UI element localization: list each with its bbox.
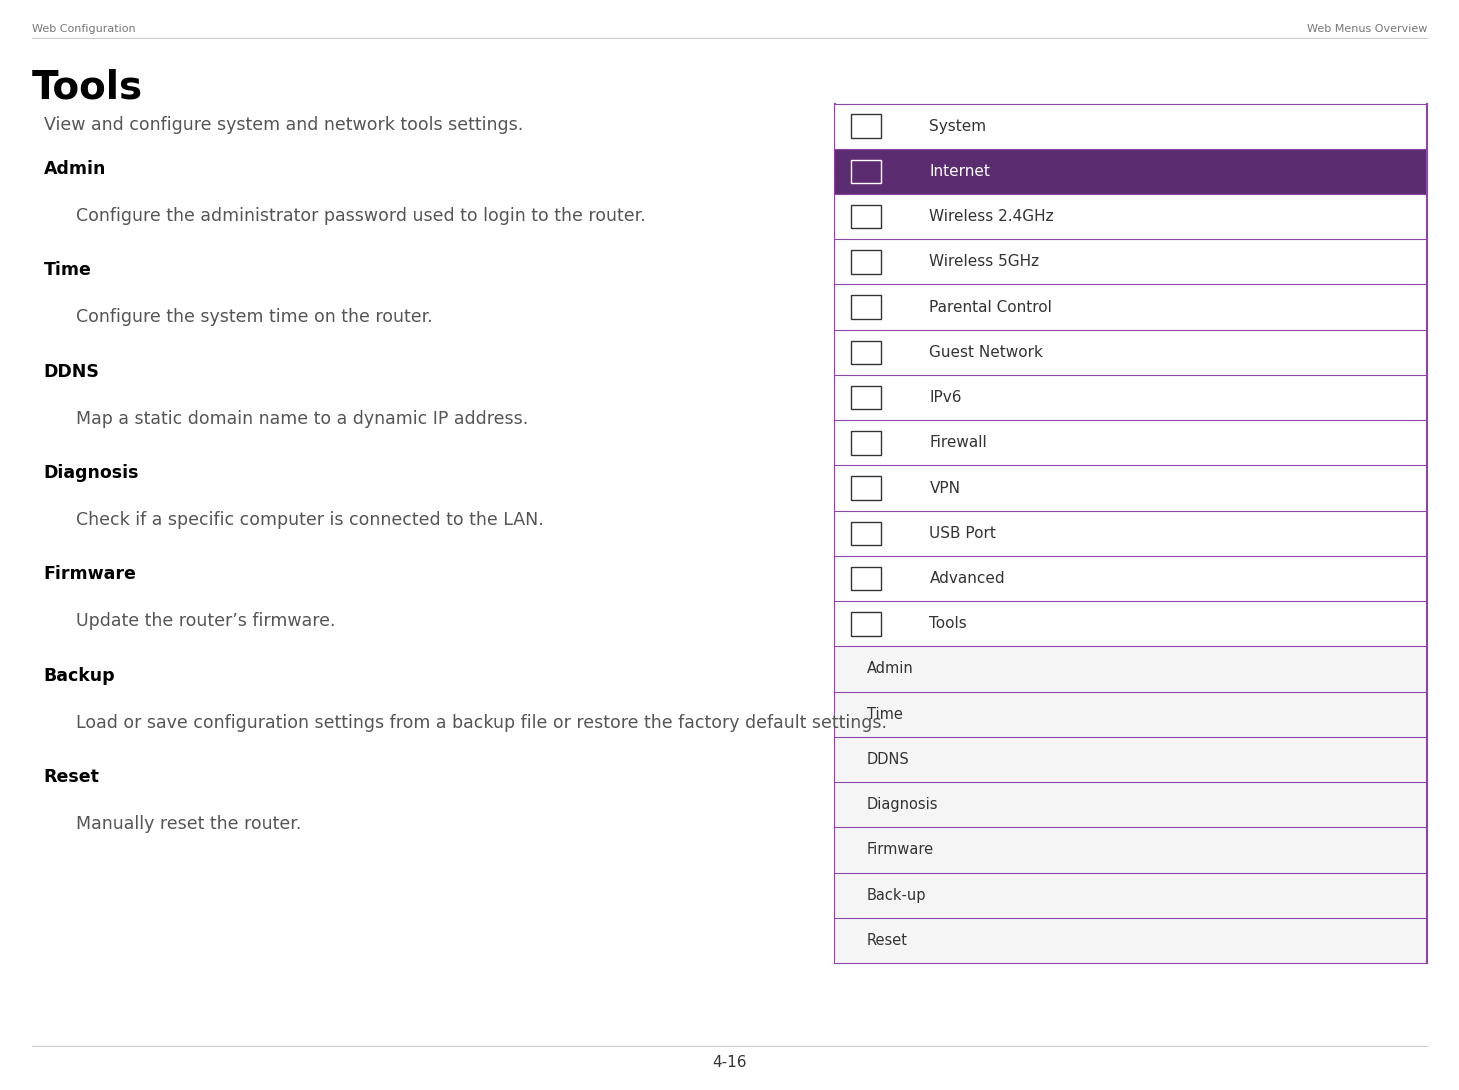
Bar [851,250,881,274]
Bar [835,194,1427,239]
Bar [835,918,1427,964]
Text: Guest Network: Guest Network [929,344,1043,360]
Text: View and configure system and network tools settings.: View and configure system and network to… [44,117,522,134]
Text: Web Configuration: Web Configuration [32,24,136,35]
Bar [851,431,881,455]
Text: Check if a specific computer is connected to the LAN.: Check if a specific computer is connecte… [76,511,544,529]
Bar [851,114,881,138]
Bar [851,521,881,545]
Bar [835,646,1427,691]
Text: Firmware: Firmware [867,843,934,858]
Bar [835,737,1427,783]
Bar [835,691,1427,737]
Bar [851,295,881,319]
Bar [835,510,1427,556]
Text: Firmware: Firmware [44,566,137,583]
Text: Admin: Admin [867,662,913,677]
Bar [835,783,1427,827]
Bar [835,420,1427,465]
Bar [835,104,1427,148]
Text: Tools: Tools [929,616,967,631]
Text: DDNS: DDNS [44,363,99,380]
Text: Time: Time [867,706,903,722]
Text: Advanced: Advanced [929,571,1005,586]
Bar [851,567,881,591]
Bar [835,375,1427,420]
Bar [851,205,881,229]
Text: Web Menus Overview: Web Menus Overview [1306,24,1427,35]
Text: Manually reset the router.: Manually reset the router. [76,815,301,833]
Bar [851,611,881,635]
Bar [835,329,1427,375]
Text: Firewall: Firewall [929,435,988,450]
Text: System: System [929,119,986,134]
Bar [835,872,1427,918]
Bar [851,340,881,364]
Text: Configure the system time on the router.: Configure the system time on the router. [76,308,433,326]
Bar [835,148,1427,194]
Bar [851,159,881,183]
Text: Diagnosis: Diagnosis [867,797,938,812]
Text: Backup: Backup [44,667,115,685]
Text: Wireless 5GHz: Wireless 5GHz [929,254,1039,269]
Text: Back-up: Back-up [867,887,926,903]
Text: Reset: Reset [867,933,907,948]
Bar [835,239,1427,284]
Text: Map a static domain name to a dynamic IP address.: Map a static domain name to a dynamic IP… [76,410,528,427]
Text: Update the router’s firmware.: Update the router’s firmware. [76,613,336,630]
Text: VPN: VPN [929,481,960,496]
Text: USB Port: USB Port [929,525,996,541]
Text: Internet: Internet [929,164,991,179]
Text: Tools: Tools [32,69,143,106]
Bar [835,602,1427,646]
Bar [851,476,881,500]
Text: Load or save configuration settings from a backup file or restore the factory de: Load or save configuration settings from… [76,714,887,731]
Text: Configure the administrator password used to login to the router.: Configure the administrator password use… [76,207,646,225]
Text: Admin: Admin [44,160,107,178]
Bar [835,465,1427,510]
Bar [835,827,1427,872]
Text: IPv6: IPv6 [929,390,961,405]
Bar [835,284,1427,329]
Text: DDNS: DDNS [867,752,909,767]
Text: 4-16: 4-16 [712,1055,747,1070]
Bar [851,386,881,410]
Bar [835,556,1427,602]
Text: Time: Time [44,262,92,279]
Text: Diagnosis: Diagnosis [44,464,139,482]
Text: Wireless 2.4GHz: Wireless 2.4GHz [929,209,1053,225]
Text: Reset: Reset [44,768,99,786]
Text: Parental Control: Parental Control [929,300,1052,315]
